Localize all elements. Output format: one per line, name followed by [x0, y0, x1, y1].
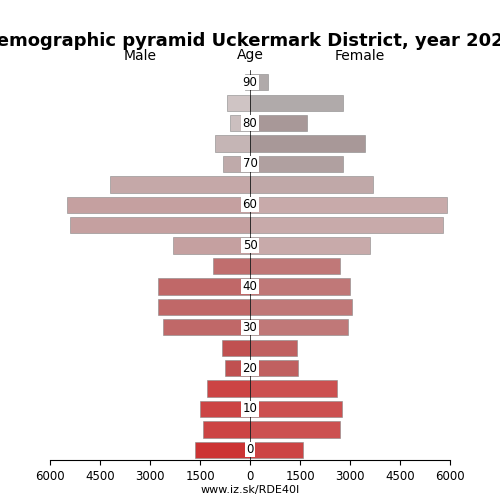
- Bar: [174, 238, 250, 254]
- Bar: [164, 319, 250, 336]
- Bar: [250, 136, 365, 152]
- Bar: [250, 217, 444, 234]
- Bar: [214, 258, 250, 274]
- Bar: [250, 298, 352, 315]
- Bar: [110, 176, 250, 192]
- Text: 0: 0: [246, 444, 254, 456]
- Bar: [66, 196, 250, 213]
- Bar: [195, 442, 250, 458]
- Bar: [250, 258, 340, 274]
- Bar: [250, 401, 342, 417]
- Text: Age: Age: [236, 48, 264, 62]
- Text: 60: 60: [242, 198, 258, 211]
- Bar: [70, 217, 250, 234]
- Text: demographic pyramid Uckermark District, year 2022: demographic pyramid Uckermark District, …: [0, 32, 500, 50]
- Bar: [250, 380, 336, 396]
- Bar: [250, 238, 370, 254]
- Bar: [224, 156, 250, 172]
- Text: Male: Male: [124, 48, 156, 62]
- Bar: [250, 115, 306, 132]
- Bar: [250, 360, 298, 376]
- Bar: [250, 340, 296, 356]
- Bar: [222, 340, 250, 356]
- Bar: [245, 74, 250, 90]
- Bar: [158, 298, 250, 315]
- Bar: [250, 319, 348, 336]
- Text: 90: 90: [242, 76, 258, 89]
- Text: 40: 40: [242, 280, 258, 293]
- Bar: [230, 115, 250, 132]
- Text: 80: 80: [242, 116, 258, 130]
- Text: 50: 50: [242, 239, 258, 252]
- Bar: [204, 421, 250, 438]
- Bar: [250, 74, 268, 90]
- Bar: [250, 442, 304, 458]
- Bar: [206, 380, 250, 396]
- Text: 30: 30: [242, 321, 258, 334]
- Bar: [250, 278, 350, 294]
- Text: www.iz.sk/RDE40I: www.iz.sk/RDE40I: [200, 485, 300, 495]
- Text: 10: 10: [242, 402, 258, 415]
- Bar: [250, 176, 374, 192]
- Bar: [215, 136, 250, 152]
- Text: 70: 70: [242, 158, 258, 170]
- Text: 20: 20: [242, 362, 258, 374]
- Bar: [225, 360, 250, 376]
- Text: Female: Female: [335, 48, 385, 62]
- Bar: [250, 94, 344, 111]
- Bar: [250, 156, 344, 172]
- Bar: [158, 278, 250, 294]
- Bar: [250, 196, 446, 213]
- Bar: [250, 421, 340, 438]
- Bar: [200, 401, 250, 417]
- Bar: [226, 94, 250, 111]
